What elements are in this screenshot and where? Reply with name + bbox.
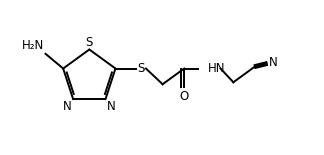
Text: N: N [63,100,72,113]
Text: S: S [137,62,145,75]
Text: N: N [269,56,277,69]
Text: O: O [179,90,189,103]
Text: S: S [86,35,93,49]
Text: H₂N: H₂N [22,39,44,52]
Text: N: N [107,100,116,113]
Text: HN: HN [208,62,225,75]
